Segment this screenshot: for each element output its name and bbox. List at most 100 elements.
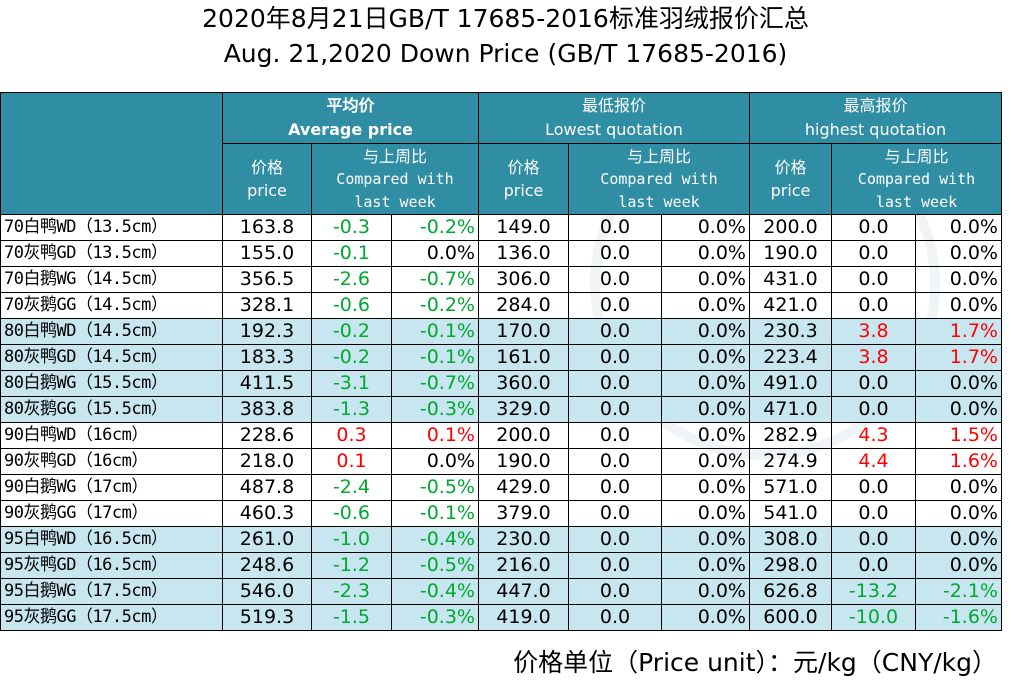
- high-price: 471.0: [749, 396, 832, 423]
- subheader-compare-en2: last week: [618, 192, 700, 211]
- product-name: 90白鸭WD（16cm）: [0, 422, 223, 449]
- high-price: 571.0: [749, 474, 832, 501]
- header-average-cn: 平均价: [326, 96, 375, 115]
- product-name: 80白鸭WD（14.5cm）: [0, 318, 223, 345]
- high-price: 282.9: [749, 422, 832, 449]
- subheader-price-cn: 价格: [774, 158, 807, 177]
- high-change: -13.2: [831, 578, 916, 605]
- high-change-pct: 0.0%: [915, 214, 1002, 241]
- low-change-pct: 0.0%: [661, 266, 750, 293]
- low-change-pct: 0.0%: [661, 344, 750, 371]
- product-name: 95白鸭WD（16.5cm）: [0, 526, 223, 553]
- low-price: 190.0: [478, 448, 569, 475]
- page-title-cn: 2020年8月21日GB/T 17685-2016标准羽绒报价汇总: [202, 4, 809, 33]
- subheader-compare-cn: 与上周比: [626, 146, 691, 166]
- high-change-pct: 1.5%: [915, 422, 1002, 449]
- avg-change: 0.1: [311, 448, 392, 475]
- avg-change-pct: -0.5%: [391, 552, 479, 579]
- low-price: 360.0: [478, 370, 569, 397]
- avg-change: -1.0: [311, 526, 392, 553]
- high-price: 626.8: [749, 578, 832, 605]
- avg-price: 183.3: [222, 344, 312, 371]
- high-change: 0.0: [831, 266, 916, 293]
- table-row: 95灰鹅GG（17.5cm） 519.3 -1.5 -0.3% 419.0 0.0 0.0%…: [0, 604, 1002, 631]
- avg-price: 411.5: [222, 370, 312, 397]
- low-change-pct: 0.0%: [661, 526, 750, 553]
- avg-change: -3.1: [311, 370, 392, 397]
- table-row: 80灰鸭GD（14.5cm） 183.3 -0.2 -0.1% 161.0 0.0 0.0%…: [0, 344, 1002, 371]
- avg-price: 248.6: [222, 552, 312, 579]
- high-price: 600.0: [749, 604, 832, 631]
- avg-change-pct: -0.4%: [391, 526, 479, 553]
- low-price: 161.0: [478, 344, 569, 371]
- subheader-price-cn: 价格: [250, 158, 283, 177]
- avg-price: 155.0: [222, 240, 312, 267]
- subheader-price-en: price: [770, 181, 811, 200]
- avg-change: -2.3: [311, 578, 392, 605]
- header-lowest-cn: 最低报价: [581, 96, 646, 115]
- subheader-compare-average: 与上周比 Compared with last week: [311, 143, 479, 215]
- avg-change-pct: -0.2%: [391, 292, 479, 319]
- avg-change-pct: 0.0%: [391, 448, 479, 475]
- avg-change: -0.1: [311, 240, 392, 267]
- low-change: 0.0: [568, 422, 662, 449]
- high-change-pct: 0.0%: [915, 240, 1002, 267]
- product-name: 80白鹅WG（15.5cm）: [0, 370, 223, 397]
- header-average: 平均价 Average price: [222, 92, 479, 144]
- high-change-pct: 0.0%: [915, 474, 1002, 501]
- avg-price: 383.8: [222, 396, 312, 423]
- avg-change-pct: -0.1%: [391, 500, 479, 527]
- low-change-pct: 0.0%: [661, 370, 750, 397]
- header-row-groups: 平均价 Average price 最低报价 Lowest quotation …: [0, 92, 1002, 215]
- product-name: 95灰鸭GD（16.5cm）: [0, 552, 223, 579]
- subheader-compare-cn: 与上周比: [884, 146, 949, 166]
- avg-price: 218.0: [222, 448, 312, 475]
- subheader-compare-en1: Compared with: [336, 169, 454, 188]
- subheader-compare-en2: last week: [354, 192, 436, 211]
- low-change-pct: 0.0%: [661, 500, 750, 527]
- avg-change-pct: 0.0%: [391, 240, 479, 267]
- avg-change-pct: -0.1%: [391, 318, 479, 345]
- avg-change: -0.2: [311, 318, 392, 345]
- low-change-pct: 0.0%: [661, 292, 750, 319]
- high-change: 3.8: [831, 344, 916, 371]
- table-row: 95白鸭WD（16.5cm） 261.0 -1.0 -0.4% 230.0 0.0 0.0%…: [0, 526, 1002, 553]
- high-price: 491.0: [749, 370, 832, 397]
- table-row: 90白鸭WD（16cm） 228.6 0.3 0.1% 200.0 0.0 0.0% 282.…: [0, 422, 1002, 449]
- table-row: 90白鹅WG（17cm） 487.8 -2.4 -0.5% 429.0 0.0 0.0% 57…: [0, 474, 1002, 501]
- high-price: 431.0: [749, 266, 832, 293]
- low-change-pct: 0.0%: [661, 214, 750, 241]
- high-change-pct: 0.0%: [915, 552, 1002, 579]
- low-change: 0.0: [568, 552, 662, 579]
- avg-change: -2.4: [311, 474, 392, 501]
- avg-change-pct: -0.1%: [391, 344, 479, 371]
- high-price: 200.0: [749, 214, 832, 241]
- avg-price: 261.0: [222, 526, 312, 553]
- avg-change-pct: -0.4%: [391, 578, 479, 605]
- product-name: 70灰鹅GG（14.5cm）: [0, 292, 223, 319]
- avg-price: 356.5: [222, 266, 312, 293]
- avg-change-pct: -0.7%: [391, 266, 479, 293]
- subheader-price-average: 价格 price: [222, 143, 312, 215]
- high-change-pct: 0.0%: [915, 292, 1002, 319]
- low-change: 0.0: [568, 474, 662, 501]
- low-change: 0.0: [568, 370, 662, 397]
- subheader-compare-en1: Compared with: [600, 169, 718, 188]
- header-lowest: 最低报价 Lowest quotation: [478, 92, 750, 144]
- low-price: 306.0: [478, 266, 569, 293]
- avg-change: -0.3: [311, 214, 392, 241]
- subheader-price-highest: 价格 price: [749, 143, 832, 215]
- high-change: 0.0: [831, 292, 916, 319]
- avg-price: 487.8: [222, 474, 312, 501]
- low-price: 136.0: [478, 240, 569, 267]
- subheader-compare-cn: 与上周比: [362, 146, 427, 166]
- product-name: 80灰鸭GD（14.5cm）: [0, 344, 223, 371]
- table-row: 95灰鸭GD（16.5cm） 248.6 -1.2 -0.5% 216.0 0.0 0.0%…: [0, 552, 1002, 579]
- header-highest-cn: 最高报价: [843, 96, 908, 115]
- high-change: -10.0: [831, 604, 916, 631]
- high-price: 308.0: [749, 526, 832, 553]
- low-change: 0.0: [568, 266, 662, 293]
- subheader-compare-en2: last week: [875, 192, 958, 211]
- low-change-pct: 0.0%: [661, 474, 750, 501]
- avg-change: -1.2: [311, 552, 392, 579]
